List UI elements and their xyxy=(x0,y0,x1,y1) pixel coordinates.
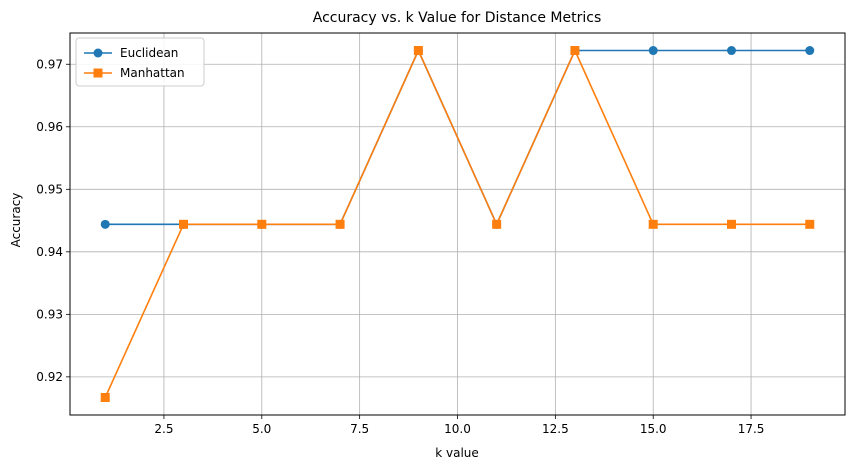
y-tick-label: 0.92 xyxy=(36,370,63,384)
data-point-manhattan xyxy=(179,219,189,229)
data-point-manhattan xyxy=(570,46,580,56)
x-tick-label: 2.5 xyxy=(154,422,173,436)
ticks: 2.5 5.0 7.5 10.0 12.5 15.0 17.5 0.92 0.93 0.94 0.9… xyxy=(36,57,764,436)
data-point-manhattan xyxy=(413,46,423,56)
x-tick-label: 17.5 xyxy=(738,422,765,436)
y-tick-label: 0.94 xyxy=(36,245,63,259)
y-tick-label: 0.96 xyxy=(36,120,63,134)
legend-marker-euclidean xyxy=(93,48,103,58)
series-manhattan xyxy=(100,46,815,402)
legend: Euclidean Manhattan xyxy=(75,37,205,87)
y-axis-label: Accuracy xyxy=(9,193,23,248)
series-line-manhattan xyxy=(104,48,810,398)
data-point-euclidean xyxy=(805,46,815,56)
x-tick-label: 12.5 xyxy=(542,422,569,436)
series-layer xyxy=(100,46,815,402)
data-point-manhattan xyxy=(335,219,345,229)
legend-marker-manhattan xyxy=(93,68,103,78)
x-tick-label: 7.5 xyxy=(350,422,369,436)
data-point-euclidean xyxy=(726,46,736,56)
data-point-euclidean xyxy=(648,46,658,56)
data-point-manhattan xyxy=(648,219,658,229)
data-point-manhattan xyxy=(492,219,502,229)
legend-box xyxy=(75,37,205,87)
x-tick-label: 5.0 xyxy=(252,422,271,436)
y-tick-label: 0.93 xyxy=(36,307,63,321)
data-point-euclidean xyxy=(100,219,110,229)
data-point-manhattan xyxy=(805,219,815,229)
legend-label-euclidean: Euclidean xyxy=(120,46,178,60)
y-tick-label: 0.95 xyxy=(36,182,63,196)
y-tick-label: 0.97 xyxy=(36,57,63,71)
data-point-manhattan xyxy=(257,219,267,229)
legend-label-manhattan: Manhattan xyxy=(120,66,185,80)
data-point-manhattan xyxy=(100,392,110,402)
chart-title: Accuracy vs. k Value for Distance Metric… xyxy=(313,10,601,26)
data-point-manhattan xyxy=(726,219,736,229)
x-axis-label: k value xyxy=(435,446,479,460)
x-tick-label: 15.0 xyxy=(640,422,667,436)
x-tick-label: 10.0 xyxy=(444,422,471,436)
